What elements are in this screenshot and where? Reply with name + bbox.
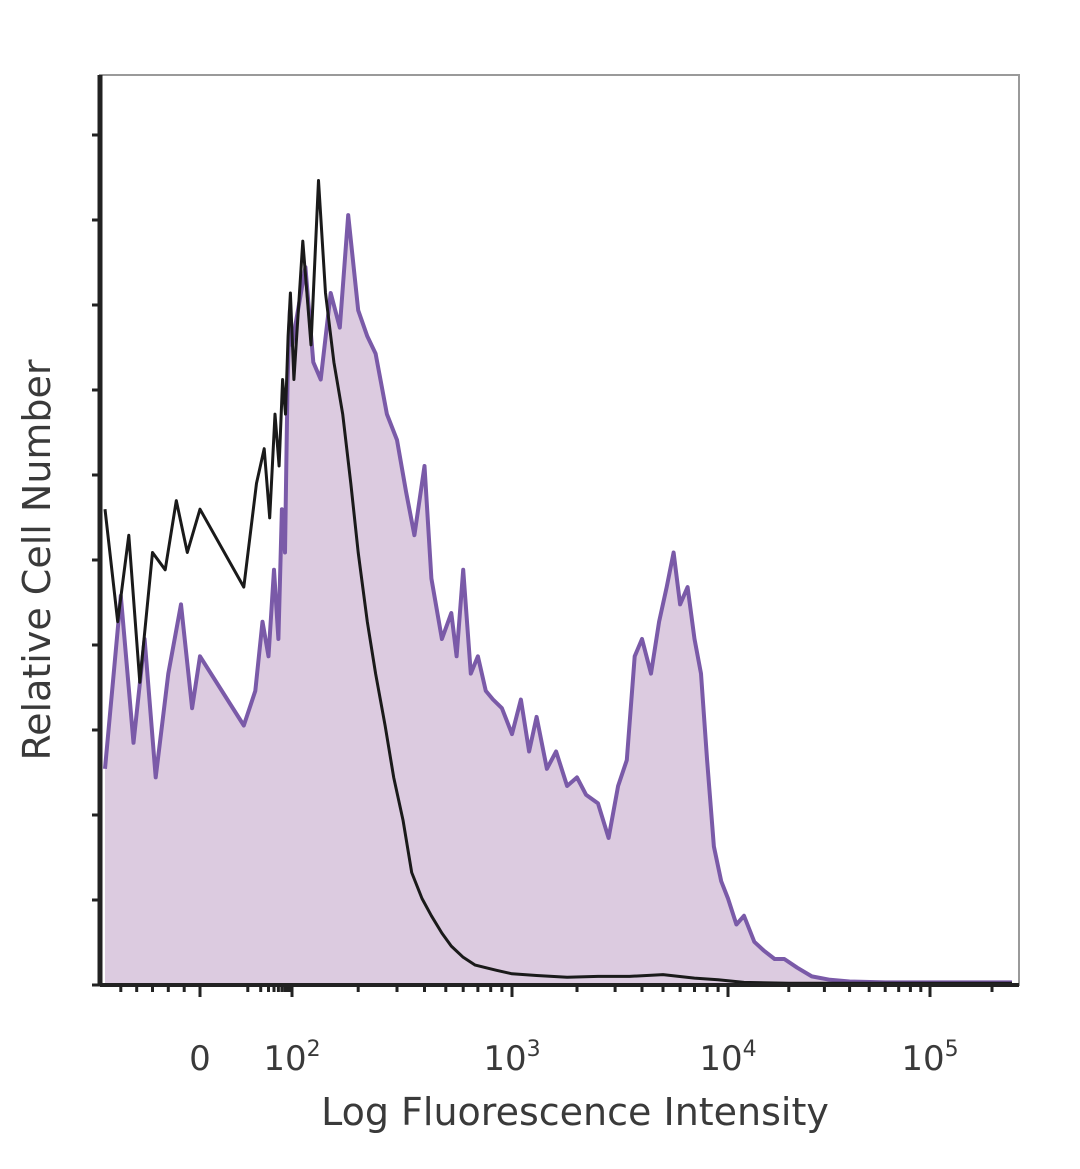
control-histogram-line xyxy=(103,179,1012,985)
x-tick-label: 104 xyxy=(699,1037,756,1079)
stained-histogram-fill xyxy=(105,215,1012,986)
x-tick-label: 102 xyxy=(263,1037,320,1079)
x-tick-label: 105 xyxy=(901,1037,958,1079)
y-axis-ticks xyxy=(92,133,100,987)
x-axis-ticks xyxy=(119,985,994,997)
x-axis-label: Log Fluorescence Intensity xyxy=(321,1090,829,1134)
stained-histogram-line xyxy=(103,213,1012,985)
series-layer xyxy=(103,179,1012,986)
x-tick-labels: 0 102 103 104 105 xyxy=(189,1037,958,1079)
x-tick-label: 103 xyxy=(483,1037,540,1079)
y-axis-label: Relative Cell Number xyxy=(15,359,59,760)
x-tick-label: 0 xyxy=(189,1039,211,1079)
